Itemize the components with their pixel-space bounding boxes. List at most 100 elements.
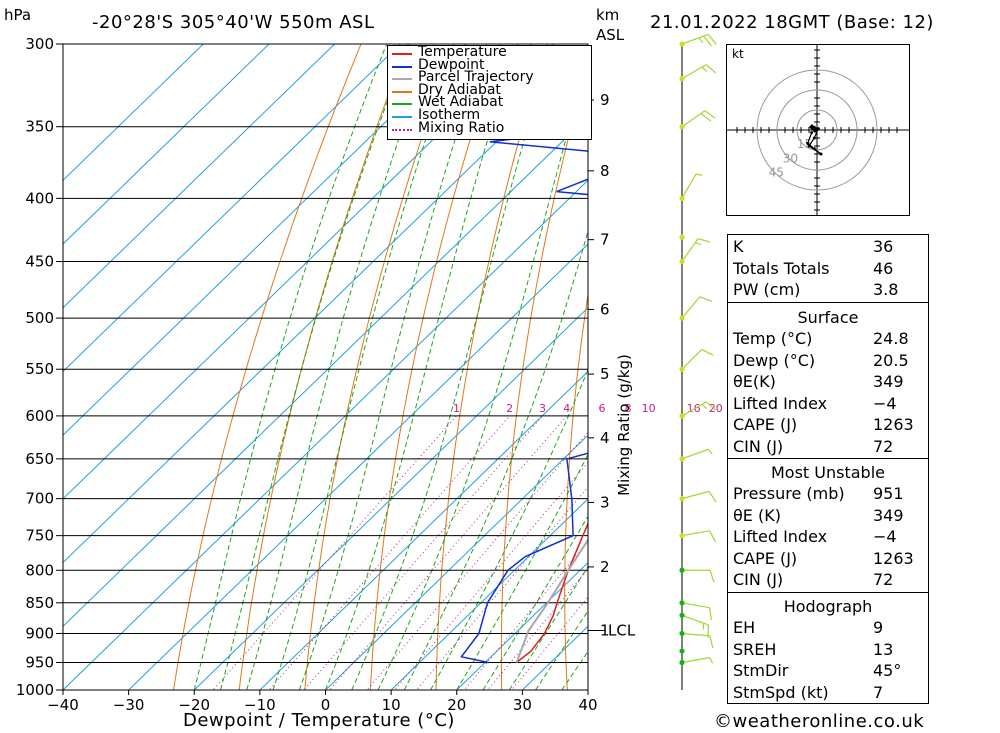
index-label: K <box>733 237 744 256</box>
pressure-tick-label: 550 <box>25 360 54 378</box>
pressure-tick-label: 750 <box>25 527 54 545</box>
wet-adiabat-line <box>377 59 588 690</box>
hodograph-point <box>812 136 816 140</box>
legend-item: Isotherm <box>388 108 591 123</box>
altitude-unit-km: km <box>596 6 620 24</box>
isotherm-line <box>193 307 588 690</box>
most-unstable-row: Lifted Index −4 <box>728 526 928 547</box>
surface-label: CAPE (J) <box>733 415 798 435</box>
isotherm-line <box>324 434 588 690</box>
most-unstable-label: Pressure (mb) <box>733 484 845 503</box>
copyright-link[interactable]: ©weatheronline.co.uk <box>714 711 925 732</box>
legend-label: Parcel Trajectory <box>418 69 534 86</box>
hodograph-stat-label: StmSpd (kt) <box>733 682 829 702</box>
surface-row: θE(K) 349 <box>728 371 928 392</box>
pressure-tick-label: 500 <box>25 309 54 327</box>
wind-barb-half-feather <box>701 66 708 72</box>
wet-adiabat-line <box>482 515 588 690</box>
hodograph-ring-label: 45 <box>769 165 784 179</box>
wind-dot <box>679 195 685 201</box>
wind-barb-feather <box>709 570 715 583</box>
mixing-ratio-label: 20 <box>709 402 723 415</box>
wind-barb <box>681 110 716 128</box>
index-row: PW (cm) 3.8 <box>728 279 928 300</box>
wind-barb <box>682 569 715 583</box>
hodograph-ring <box>756 69 878 191</box>
legend-item: Temperature <box>388 45 591 60</box>
wind-barb <box>681 530 717 543</box>
wind-barb-feather <box>708 607 713 621</box>
legend: Temperature Dewpoint Parcel Trajectory Dry … <box>387 45 592 140</box>
wind-barb-staff <box>681 296 701 319</box>
pressure-tick-label: 950 <box>25 653 54 671</box>
wind-barb <box>681 602 713 621</box>
hodograph-unit: kt <box>732 47 744 61</box>
most-unstable-row: θE (K) 349 <box>728 505 928 526</box>
wind-barb-half-feather <box>709 657 714 664</box>
wind-dot <box>679 496 685 502</box>
surface-row: CIN (J) 72 <box>728 436 928 457</box>
surface-row: Dewp (°C) 20.5 <box>728 350 928 371</box>
wind-dot <box>679 76 685 82</box>
temperature-tick-label: 0 <box>321 696 331 714</box>
legend-swatch <box>392 78 412 81</box>
hodograph-stat-row: SREH 13 <box>728 639 928 660</box>
mixing-ratio-label: 2 <box>506 402 513 415</box>
surface-row: Lifted Index −4 <box>728 393 928 414</box>
legend-swatch <box>392 128 412 131</box>
surface-value: 72 <box>873 437 894 456</box>
wind-barb-staff <box>681 614 709 626</box>
wet-adiabat-line <box>456 453 588 690</box>
x-axis-label: Dewpoint / Temperature (°C) <box>183 710 455 731</box>
most-unstable-table: Most Unstable Pressure (mb) 951 θE (K) 349 L… <box>727 458 929 594</box>
wind-barb-staff <box>681 349 703 370</box>
wind-barb <box>681 33 717 47</box>
wind-barb-feather <box>709 635 714 649</box>
hodograph-stat-row: StmSpd (kt) 7 <box>728 682 928 703</box>
surface-table: Surface Temp (°C) 24.8 Dewp (°C) 20.5 θE(K) 3… <box>727 302 929 460</box>
index-row: K 36 <box>728 236 928 257</box>
temperature-tick-label: −20 <box>178 696 210 714</box>
wind-barb <box>681 632 714 649</box>
wind-barb-feather <box>709 530 717 543</box>
wind-barb-feather <box>700 113 712 122</box>
legend-label: Wet Adiabat <box>418 94 504 111</box>
wind-barb-feather <box>705 401 717 411</box>
wind-dot <box>679 600 685 606</box>
isotherm-line <box>63 179 588 690</box>
pressure-tick-label: 400 <box>25 189 54 207</box>
surface-row: Temp (°C) 24.8 <box>728 328 928 349</box>
legend-item: Parcel Trajectory <box>388 69 591 86</box>
mixing-ratio-line <box>328 415 568 690</box>
location-title: -20°28'S 305°40'W 550m ASL <box>92 12 375 33</box>
wind-dot <box>679 234 685 240</box>
index-value: 46 <box>873 258 894 278</box>
wind-barb <box>681 173 703 199</box>
legend-swatch <box>392 53 412 55</box>
isotherm-line <box>63 44 336 309</box>
isotherm-line <box>63 52 588 564</box>
surface-label: Dewp (°C) <box>733 350 816 370</box>
legend-label: Dewpoint <box>418 56 485 73</box>
surface-title: Surface <box>797 308 859 327</box>
indices-table: K 36 Totals Totals 46 PW (cm) 3.8 <box>727 234 929 304</box>
altitude-unit-asl: ASL <box>596 26 625 44</box>
isotherm-line <box>63 115 588 627</box>
pressure-tick-label: 850 <box>25 594 54 612</box>
most-unstable-label: Lifted Index <box>733 527 828 547</box>
wind-dot <box>679 533 685 539</box>
temperature-tick-label: 40 <box>578 696 597 714</box>
pressure-tick-label: 450 <box>25 253 54 271</box>
wind-barb <box>681 64 717 80</box>
legend-item: Dewpoint <box>388 56 591 73</box>
wind-barb-staff <box>681 602 710 609</box>
hodograph-stat-value: 13 <box>873 639 894 659</box>
altitude-tick-label: 3 <box>600 493 610 511</box>
hodograph-table: Hodograph EH 9 SREH 13 StmDir 45° StmSpd (kt) 7 <box>727 592 929 704</box>
hodograph-point <box>819 152 823 156</box>
wind-dot <box>679 124 685 130</box>
wind-barb-feather <box>707 34 717 45</box>
mixing-ratio-label: 3 <box>539 402 546 415</box>
most-unstable-label: CIN (J) <box>733 570 784 590</box>
wind-barb-staff <box>681 448 709 460</box>
